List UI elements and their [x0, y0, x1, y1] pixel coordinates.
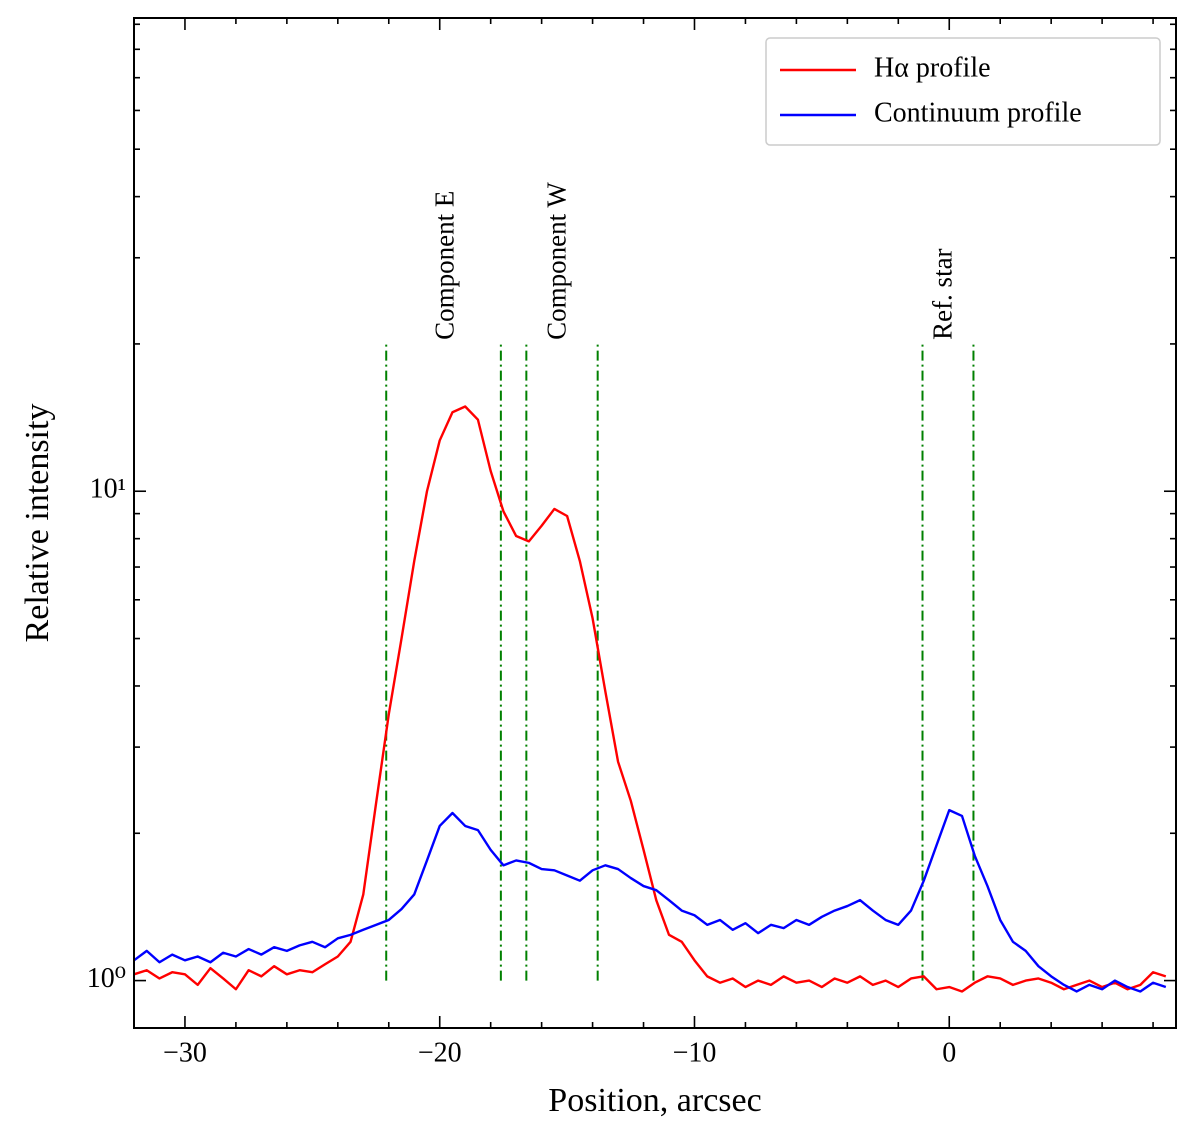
annotation: Component W [542, 182, 572, 340]
x-tick-label: −30 [163, 1037, 207, 1068]
y-axis-label: Relative intensity [19, 404, 56, 643]
legend-label: Continuum profile [874, 97, 1082, 128]
data-line [134, 808, 1167, 993]
plot-frame [133, 17, 1177, 1029]
legend-box [765, 37, 1161, 146]
y-tick-label: 10⁰ [87, 963, 126, 994]
x-axis-label: Position, arcsec [548, 1082, 761, 1119]
x-tick-label: −20 [418, 1037, 462, 1068]
y-tick-label: 10¹ [90, 474, 126, 505]
annotation: Ref. star [928, 248, 958, 339]
legend-label: Hα profile [874, 52, 991, 83]
data-line [134, 405, 1167, 993]
x-tick-label: 0 [942, 1037, 956, 1068]
annotation: Component E [430, 191, 460, 340]
series-group [134, 405, 1167, 993]
x-tick-label: −10 [673, 1037, 717, 1068]
